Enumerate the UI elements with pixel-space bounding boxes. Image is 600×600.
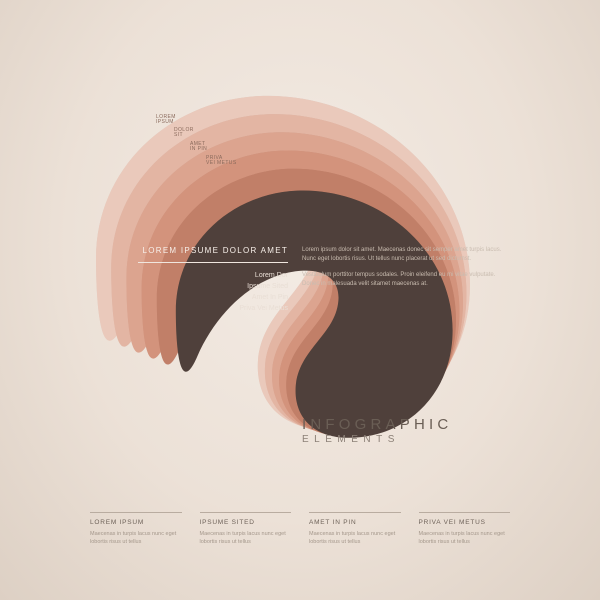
column-rule bbox=[90, 512, 182, 513]
footer-column: PRIVA VEI METUS Maecenas in turpis lacus … bbox=[419, 512, 511, 547]
column-head: PRIVA VEI METUS bbox=[419, 519, 511, 526]
layer-label: PRIVA VEI METUS bbox=[206, 156, 237, 167]
center-list: Lorem DorIpsume SitedAmet In PinPriva Ve… bbox=[138, 271, 288, 314]
column-body: Maecenas in turpis lacus nunc eget lobor… bbox=[419, 530, 511, 547]
column-body: Maecenas in turpis lacus nunc eget lobor… bbox=[90, 530, 182, 547]
center-list-item: Priva Vei Metus bbox=[138, 304, 288, 315]
center-rule bbox=[138, 262, 288, 263]
center-block: LOREM IPSUME DOLOR AMET Lorem DorIpsume … bbox=[138, 246, 288, 314]
body-paragraph: Lorem ipsum dolor sit amet. Maecenas don… bbox=[302, 246, 502, 265]
column-rule bbox=[419, 512, 511, 513]
footer-column: AMET IN PIN Maecenas in turpis lacus nunc… bbox=[309, 512, 401, 547]
center-heading: LOREM IPSUME DOLOR AMET bbox=[138, 246, 288, 255]
layered-blob bbox=[0, 0, 600, 600]
body-text: Lorem ipsum dolor sit amet. Maecenas don… bbox=[302, 246, 502, 295]
infographic-stage: LOREM IPSUM DOLOR SIT AMET IN PIN PRIVA VEI… bbox=[0, 0, 600, 600]
layer-label: LOREM IPSUM bbox=[156, 115, 176, 126]
center-list-item: Lorem Dor bbox=[138, 271, 288, 282]
column-head: LOREM IPSUM bbox=[90, 519, 182, 526]
title-block: INFOGRAPHIC ELEMENTS bbox=[302, 416, 452, 445]
column-body: Maecenas in turpis lacus nunc eget lobor… bbox=[309, 530, 401, 547]
footer-column: IPSUME SITED Maecenas in turpis lacus nun… bbox=[200, 512, 292, 547]
layer-label: DOLOR SIT bbox=[174, 128, 194, 139]
column-rule bbox=[200, 512, 292, 513]
column-head: IPSUME SITED bbox=[200, 519, 292, 526]
footer-columns: LOREM IPSUM Maecenas in turpis lacus nunc… bbox=[90, 512, 510, 547]
body-paragraph: Vestibulum porttitor tempus sodales. Pro… bbox=[302, 271, 502, 290]
center-list-item: Amet In Pin bbox=[138, 293, 288, 304]
column-rule bbox=[309, 512, 401, 513]
footer-column: LOREM IPSUM Maecenas in turpis lacus nunc… bbox=[90, 512, 182, 547]
column-body: Maecenas in turpis lacus nunc eget lobor… bbox=[200, 530, 292, 547]
layer-label: AMET IN PIN bbox=[190, 142, 207, 153]
title-sub: ELEMENTS bbox=[302, 434, 452, 445]
column-head: AMET IN PIN bbox=[309, 519, 401, 526]
center-list-item: Ipsume Sited bbox=[138, 282, 288, 293]
title-main: INFOGRAPHIC bbox=[302, 416, 452, 433]
